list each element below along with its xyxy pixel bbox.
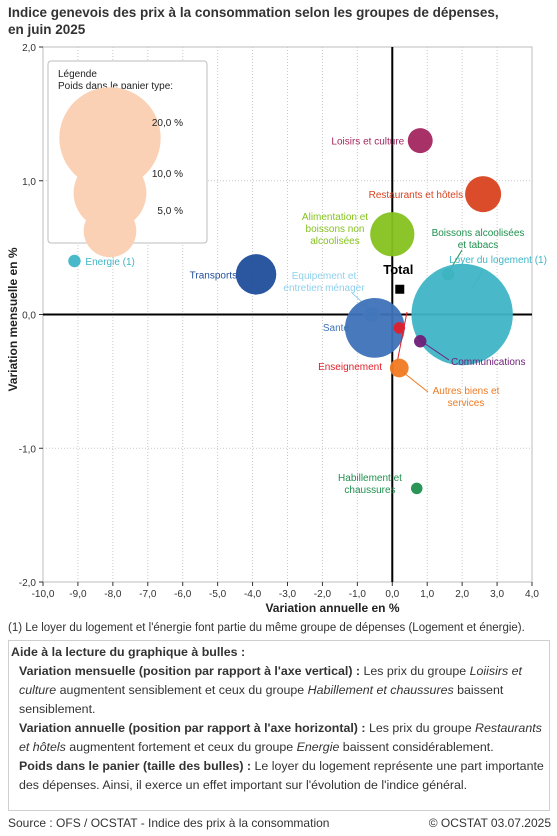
bubble-enseignement (393, 322, 406, 334)
label-habillement-et-chaussures-line-1: Habillement et (338, 473, 402, 484)
label-equipement-et-entretien-menager-line-1: Equipement et (292, 271, 357, 282)
y-tick-label: 2,0 (22, 43, 36, 54)
legend-title: Légende (58, 69, 97, 80)
x-tick-label: -2,0 (314, 589, 332, 600)
copyright-note: © OCSTAT 03.07.2025 (428, 816, 551, 830)
legend-label-1: 20,0 % (152, 118, 183, 129)
label-alimentation-et-boissons-non-alcoolisees-line-3: alcoolisées (310, 236, 359, 247)
total-label: Total (383, 262, 413, 277)
chart-title-line-2: en juin 2025 (8, 22, 86, 37)
help-annual-text-a: Les prix du groupe (368, 721, 472, 735)
x-tick-label: -8,0 (104, 589, 122, 600)
y-tick-label: -2,0 (19, 578, 37, 589)
leader-line-enseignement (396, 311, 408, 364)
chart-title-line-1: Indice genevois des prix à la consommati… (8, 5, 499, 20)
x-tick-label: -6,0 (174, 589, 192, 600)
help-annual-text-b: augmentent fortement et ceux du groupe (69, 740, 294, 754)
bubble-chart: -10,0 -9,0 -8,0 -7,0 -6,0 -5,0 -4,0 -3,0 -2,0 -1,… (6, 43, 547, 615)
help-monthly-text-a: Les prix du groupe (363, 664, 467, 678)
help-paragraph-weight: Poids dans le panier (taille des bulles)… (11, 757, 545, 795)
help-weight-heading: Poids dans le panier (taille des bulles)… (19, 759, 252, 773)
label-boissons-alcoolisees-et-tabacs-line-1: Boissons alcoolisées (432, 228, 525, 239)
label-sante-line-1: Santé (323, 323, 350, 334)
x-tick-label: -4,0 (244, 589, 262, 600)
leader-line-loyer-du-logement-1 (472, 269, 484, 288)
bubble-communications (414, 335, 427, 348)
reading-help-box: Aide à la lecture du graphique à bulles … (8, 640, 550, 811)
legend-bubble-2 (73, 156, 147, 230)
help-annual-heading: Variation annuelle (position par rapport… (19, 721, 366, 735)
y-tick-label: 1,0 (22, 177, 36, 188)
footnote: (1) Le loyer du logement et l'énergie fo… (8, 622, 525, 634)
x-tick-label: 2,0 (455, 589, 469, 600)
x-tick-label: 1,0 (420, 589, 434, 600)
x-tick-label: 3,0 (490, 589, 504, 600)
help-monthly-text-c: baissent sensiblement. (19, 683, 504, 716)
bubble-energie-1 (68, 254, 81, 268)
x-tick-label: -1,0 (349, 589, 367, 600)
help-weight-text: Le loyer du logement représente une part… (19, 759, 544, 792)
x-tick-label: -5,0 (209, 589, 227, 600)
label-communications-line-1: Communications (451, 357, 525, 368)
help-monthly-heading: Variation mensuelle (position par rappor… (19, 664, 361, 678)
bubble-sante (344, 298, 405, 358)
help-monthly-group-1: Loiisirs et culture (19, 664, 522, 697)
legend-bubble-3 (83, 204, 137, 258)
total-marker (395, 284, 405, 294)
label-boissons-alcoolisees-et-tabacs-line-2: et tabacs (458, 240, 499, 251)
help-annual-group-2: Energie (296, 740, 340, 754)
help-annual-text-c: baissent considérablement. (342, 740, 494, 754)
label-enseignement-line-1: Enseignement (318, 362, 382, 373)
bubble-loyer-du-logement-1 (411, 263, 513, 366)
label-autres-biens-et-services-line-2: services (448, 398, 485, 409)
label-alimentation-et-boissons-non-alcoolisees-line-1: Alimentation et (302, 212, 368, 223)
label-equipement-et-entretien-menager-line-2: entretien ménager (283, 283, 365, 294)
bubble-restaurants-et-hotels (465, 176, 502, 213)
x-axis-title: Variation annuelle en % (265, 601, 399, 615)
help-monthly-group-2: Habillement et chaussures (307, 683, 454, 697)
help-monthly-text-b: augmentent sensiblement et ceux du group… (59, 683, 305, 697)
x-tick-label: 0,0 (385, 589, 399, 600)
legend-label-2: 10,0 % (152, 169, 183, 180)
label-restaurants-et-hotels-line-1: Restaurants et hôtels (369, 190, 464, 201)
x-tick-label: -10,0 (32, 589, 55, 600)
leader-line-autres-biens-et-services (398, 368, 429, 393)
label-energie-1-line-1: Energie (1) (85, 257, 134, 268)
y-tick-label: -1,0 (19, 444, 37, 455)
leader-line-communications (420, 340, 450, 361)
legend-subtitle: Poids dans le panier type: (58, 81, 173, 92)
y-axis-title: Variation mensuelle en % (6, 247, 20, 391)
legend-bubble-1 (59, 87, 161, 189)
help-paragraph-annual: Variation annuelle (position par rapport… (11, 719, 545, 757)
x-tick-label: -7,0 (139, 589, 157, 600)
legend-label-3: 5,0 % (157, 206, 183, 217)
chart-title: Indice genevois des prix à la consommati… (8, 4, 548, 38)
help-paragraph-monthly: Variation mensuelle (position par rappor… (11, 662, 545, 719)
x-tick-label: -9,0 (69, 589, 87, 600)
bubble-alimentation-et-boissons-non-alcoolisees (370, 212, 415, 257)
bubble-habillement-et-chaussures (410, 482, 423, 495)
bubble-transports (235, 254, 277, 295)
help-annual-group-1: Restaurants et hôtels (19, 721, 542, 754)
help-title: Aide à la lecture du graphique à bulles … (11, 645, 246, 659)
x-tick-label: 4,0 (525, 589, 539, 600)
label-loisirs-et-culture-line-1: Loisirs et culture (331, 137, 404, 148)
bubble-loisirs-et-culture (407, 128, 433, 154)
label-loyer-du-logement-1-line-1: Loyer du logement (1) (449, 255, 547, 266)
label-autres-biens-et-services-line-1: Autres biens et (433, 386, 500, 397)
label-habillement-et-chaussures-line-2: chaussures (344, 485, 395, 496)
x-tick-label: -3,0 (279, 589, 297, 600)
label-alimentation-et-boissons-non-alcoolisees-line-2: boissons non (306, 224, 365, 235)
source-note: Source : OFS / OCSTAT - Indice des prix … (8, 816, 330, 830)
y-tick-label: 0,0 (22, 311, 36, 322)
label-transports-line-1: Transports (190, 270, 237, 281)
